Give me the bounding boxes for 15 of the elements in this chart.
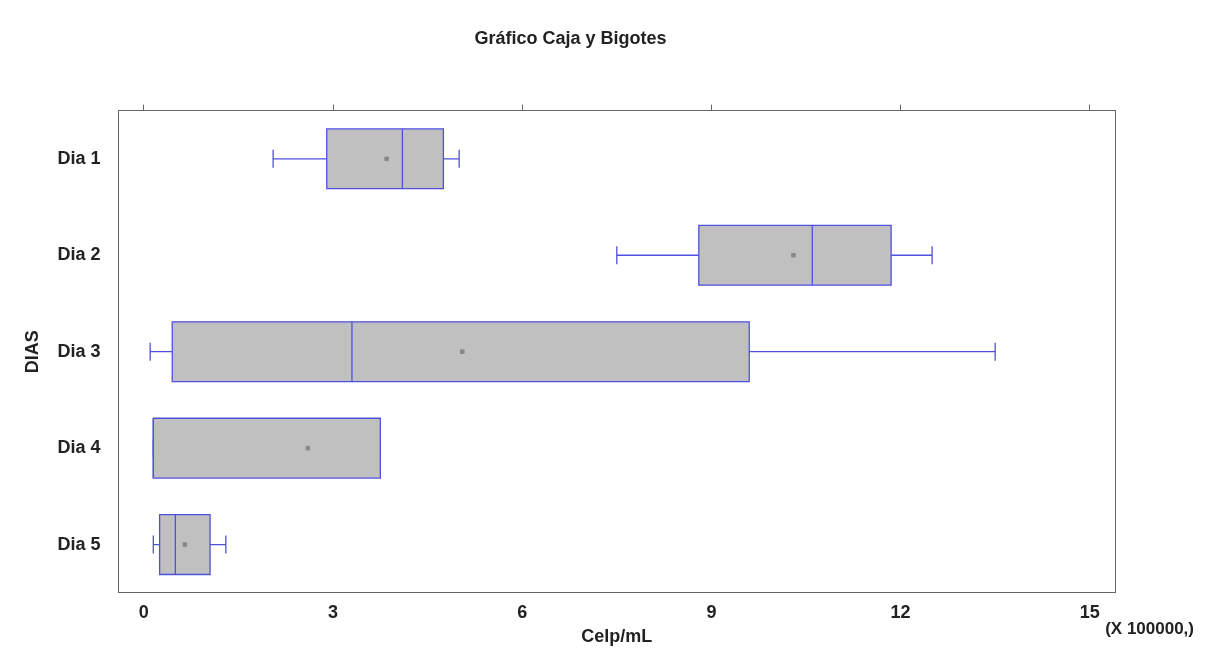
chart-title: Gráfico Caja y Bigotes — [474, 27, 667, 48]
x-axis-title: Celp/mL — [581, 626, 653, 647]
y-tick-label: Dia 2 — [57, 244, 101, 265]
y-tick-label: Dia 1 — [57, 147, 101, 168]
y-tick-label: Dia 5 — [57, 533, 101, 554]
y-tick-label: Dia 4 — [57, 437, 101, 458]
y-tick-label: Dia 3 — [57, 340, 101, 361]
x-tick-label: 9 — [706, 601, 717, 622]
y-axis-title: DIAS — [21, 330, 42, 374]
text: (X 100000,) — [1105, 618, 1194, 638]
x-tick-label: 15 — [1079, 601, 1100, 622]
x-tick-label: 3 — [328, 601, 339, 622]
x-tick-label: 0 — [138, 601, 149, 622]
x-tick-label: 12 — [890, 601, 911, 622]
x-tick-label: 6 — [517, 601, 528, 622]
